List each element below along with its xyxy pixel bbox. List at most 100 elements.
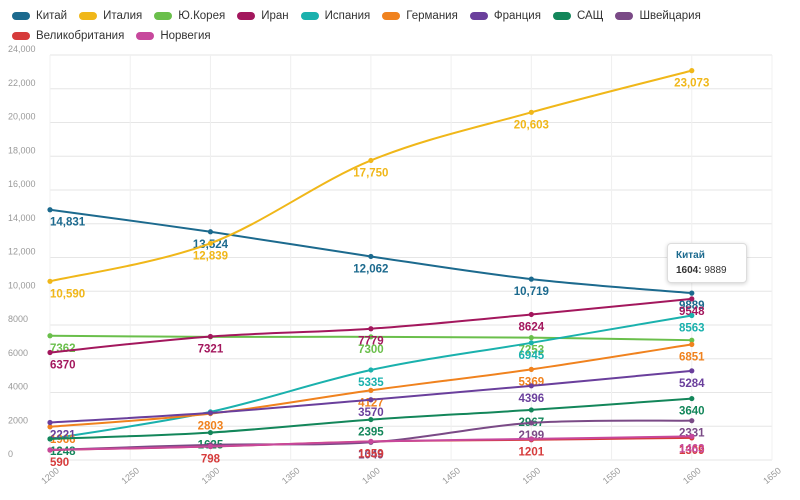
data-label: 10,719	[514, 286, 549, 298]
data-point[interactable]	[47, 436, 53, 442]
tooltip-series: Китай	[676, 250, 705, 261]
y-tick-label: 20,000	[8, 112, 36, 122]
legend-item[interactable]: Великобритания	[12, 26, 124, 46]
data-label: 10,590	[50, 288, 85, 300]
data-point[interactable]	[207, 429, 214, 436]
data-point[interactable]	[528, 366, 534, 372]
data-label: 8563	[679, 322, 705, 334]
data-point[interactable]	[368, 326, 374, 332]
data-point[interactable]	[47, 278, 53, 284]
data-point[interactable]	[47, 349, 53, 356]
data-point[interactable]	[689, 290, 695, 296]
x-tick-label: 1450	[440, 465, 462, 486]
legend-item[interactable]: Норвегия	[136, 26, 211, 46]
data-label: 3570	[358, 407, 384, 419]
data-point[interactable]	[207, 410, 214, 416]
data-point[interactable]	[207, 333, 214, 340]
data-label: 14,831	[50, 217, 86, 229]
x-tick-label: 1350	[280, 465, 302, 486]
data-label: 8624	[519, 321, 545, 333]
legend-item[interactable]: Испания	[300, 6, 371, 26]
data-point[interactable]	[689, 296, 695, 302]
data-point[interactable]	[368, 438, 374, 445]
data-point[interactable]	[368, 253, 374, 260]
data-label: 6370	[50, 360, 76, 372]
legend-swatch	[12, 32, 30, 40]
data-label: 1201	[519, 447, 545, 459]
data-point[interactable]	[207, 443, 214, 450]
y-tick-label: 18,000	[8, 145, 36, 155]
data-point[interactable]	[47, 207, 53, 213]
data-label: 1049	[358, 449, 384, 461]
data-point[interactable]	[689, 68, 695, 74]
data-point[interactable]	[689, 395, 695, 402]
data-label: 798	[201, 454, 221, 466]
data-point[interactable]	[47, 333, 53, 339]
data-point[interactable]	[207, 229, 214, 235]
data-label: 7779	[358, 336, 384, 348]
y-tick-label: 22,000	[8, 78, 36, 88]
legend-item[interactable]: Швейцария	[615, 6, 701, 26]
data-point[interactable]	[689, 368, 695, 374]
data-point[interactable]	[689, 418, 695, 424]
data-label: 2395	[358, 427, 384, 439]
data-point[interactable]	[689, 337, 695, 343]
data-point[interactable]	[528, 311, 534, 318]
data-point[interactable]	[368, 334, 374, 340]
data-point[interactable]	[368, 397, 374, 403]
legend-label: Испания	[324, 10, 371, 22]
data-point[interactable]	[207, 240, 214, 246]
legend-swatch	[382, 12, 401, 20]
data-point[interactable]	[368, 387, 374, 393]
data-label: 9548	[679, 306, 705, 318]
data-point[interactable]	[528, 109, 534, 115]
data-point[interactable]	[528, 276, 534, 282]
data-point[interactable]	[368, 416, 374, 423]
legend-item[interactable]: Иран	[237, 6, 289, 26]
legend-swatch	[552, 12, 571, 20]
data-label: 6851	[679, 351, 705, 363]
legend-swatch	[79, 12, 98, 20]
data-label: 12,062	[353, 263, 388, 275]
data-point[interactable]	[528, 407, 534, 413]
data-point[interactable]	[528, 420, 534, 426]
data-label: 5335	[358, 377, 384, 389]
legend: Китай Италия Ю.Корея Иран Испания Германия Фра…	[12, 6, 792, 46]
data-label: 2803	[198, 421, 224, 433]
legend-item[interactable]: САЩ	[552, 6, 603, 26]
data-point[interactable]	[689, 433, 695, 439]
y-tick-label: 6000	[8, 348, 28, 358]
x-tick-label: 1300	[200, 465, 222, 486]
data-point[interactable]	[528, 340, 534, 346]
legend-item[interactable]: Германия	[382, 6, 458, 26]
legend-item[interactable]: Италия	[79, 6, 142, 26]
legend-swatch	[300, 12, 319, 20]
data-point[interactable]	[368, 157, 374, 164]
data-label: 1359	[358, 448, 384, 460]
data-point[interactable]	[47, 447, 53, 453]
data-point[interactable]	[689, 312, 695, 319]
data-point[interactable]	[47, 424, 53, 430]
data-label: 4396	[519, 393, 545, 405]
legend-item[interactable]: Франция	[469, 6, 541, 26]
data-label: 9889	[679, 300, 705, 312]
legend-label: Иран	[261, 10, 289, 22]
legend-item[interactable]: Ю.Корея	[154, 6, 225, 26]
x-tick-label: 1550	[601, 465, 623, 486]
x-tick-label: 1650	[761, 465, 783, 486]
y-tick-label: 4000	[8, 382, 28, 392]
y-tick-label: 8000	[8, 314, 28, 324]
y-tick-label: 16,000	[8, 179, 36, 189]
data-point[interactable]	[47, 419, 53, 426]
data-point[interactable]	[689, 341, 695, 347]
y-tick-label: 12,000	[8, 247, 36, 257]
data-point[interactable]	[528, 383, 534, 389]
legend-label: Франция	[493, 10, 541, 22]
data-point[interactable]	[528, 436, 534, 442]
y-tick-label: 10,000	[8, 280, 36, 290]
data-point[interactable]	[368, 367, 374, 373]
data-point[interactable]	[528, 335, 534, 341]
legend-swatch	[469, 12, 488, 20]
legend-item[interactable]: Китай	[12, 6, 67, 26]
y-tick-label: 0	[8, 449, 13, 459]
